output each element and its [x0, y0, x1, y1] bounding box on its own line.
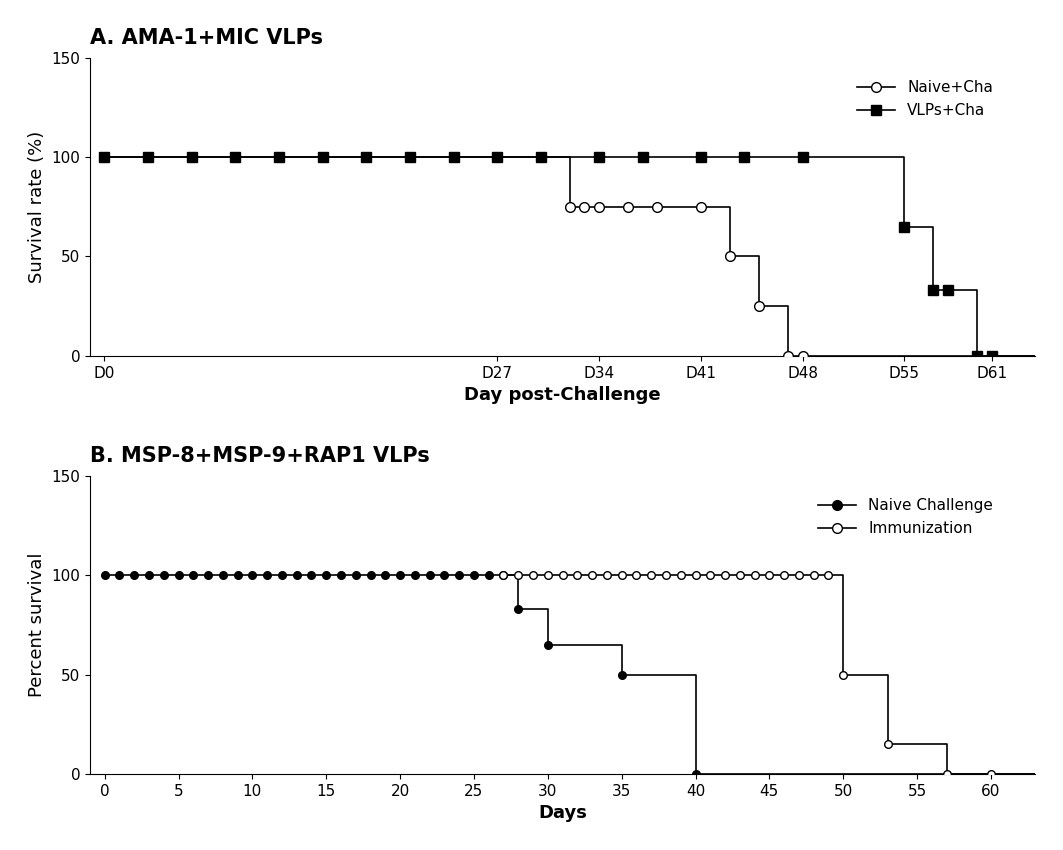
- Text: A. AMA-1+MIC VLPs: A. AMA-1+MIC VLPs: [90, 28, 323, 48]
- Y-axis label: Survival rate (%): Survival rate (%): [28, 131, 46, 283]
- X-axis label: Day post-Challenge: Day post-Challenge: [465, 386, 661, 404]
- Text: B. MSP-8+MSP-9+RAP1 VLPs: B. MSP-8+MSP-9+RAP1 VLPs: [90, 446, 429, 466]
- Y-axis label: Percent survival: Percent survival: [28, 552, 46, 697]
- Legend: Naive Challenge, Immunization: Naive Challenge, Immunization: [812, 492, 999, 542]
- X-axis label: Days: Days: [538, 804, 587, 822]
- Legend: Naive+Cha, VLPs+Cha: Naive+Cha, VLPs+Cha: [850, 74, 999, 124]
